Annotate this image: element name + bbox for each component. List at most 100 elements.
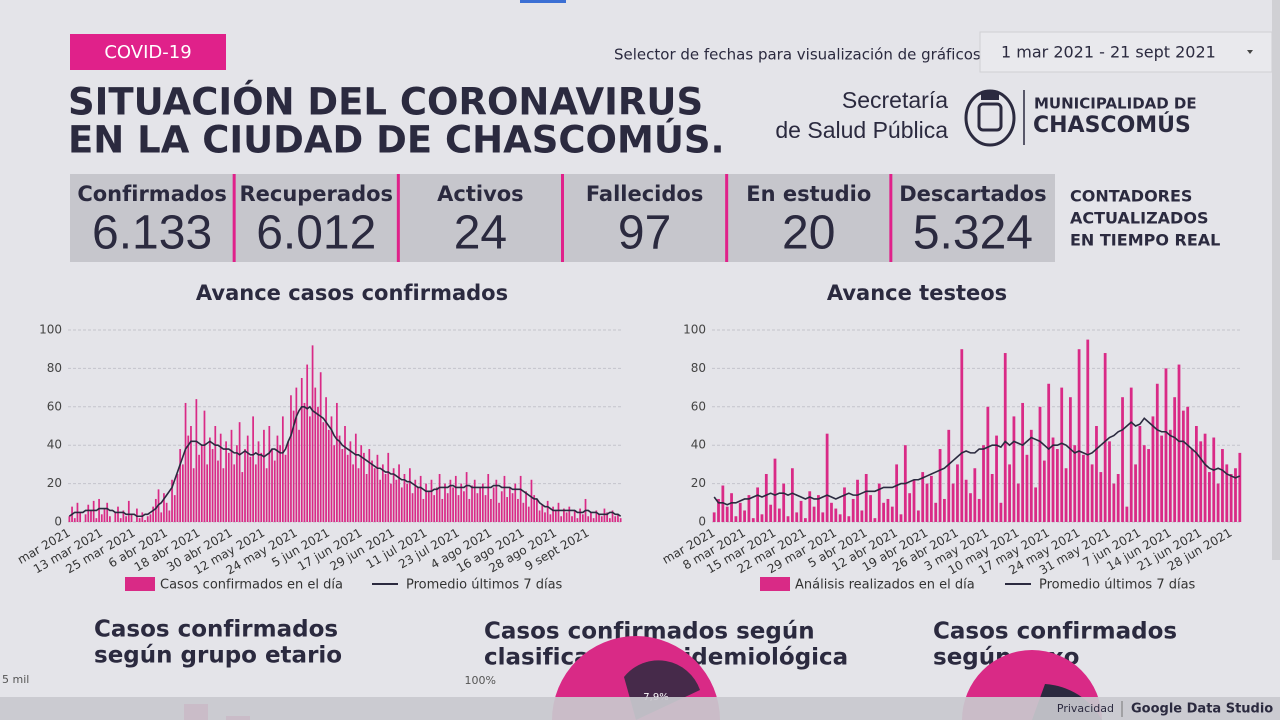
bar: [990, 474, 994, 522]
footer-brand[interactable]: Google Data Studio: [1131, 702, 1273, 717]
bar: [877, 483, 881, 522]
y-tick-label: 0: [54, 515, 62, 529]
bar: [236, 445, 238, 522]
bar: [260, 452, 263, 522]
date-range[interactable]: 1 mar 2021 - 21 sept 2021: [1001, 43, 1216, 62]
bar: [417, 487, 419, 522]
bar: [403, 474, 406, 522]
bar: [209, 437, 211, 522]
bar: [1160, 435, 1164, 522]
bar: [777, 508, 781, 522]
bar: [525, 491, 527, 522]
bar: [756, 487, 760, 522]
bar: [511, 493, 514, 522]
bar: [349, 441, 352, 522]
bar: [130, 514, 133, 522]
counter-label: Descartados: [899, 182, 1046, 206]
bar: [600, 516, 603, 522]
bar: [125, 516, 127, 522]
bar: [790, 468, 794, 522]
bar: [1199, 441, 1203, 522]
bar: [487, 474, 490, 522]
date-selector[interactable]: 1 mar 2021 - 21 sept 2021: [979, 31, 1273, 73]
logo-text: MUNICIPALIDAD DE: [1034, 95, 1197, 113]
bar: [84, 514, 87, 522]
bar: [773, 458, 777, 522]
bar: [408, 468, 411, 522]
bar: [592, 518, 595, 522]
bar: [241, 472, 244, 522]
date-box[interactable]: [979, 31, 1273, 73]
counter-label: Confirmados: [77, 182, 227, 206]
bar: [287, 441, 290, 522]
y-tick-label: 40: [47, 438, 62, 452]
bar: [956, 464, 959, 522]
bar: [427, 491, 430, 522]
bar: [322, 422, 325, 522]
bar: [425, 483, 427, 522]
bar: [187, 435, 190, 522]
bar: [519, 475, 522, 522]
counters-note: CONTADORES: [1070, 187, 1192, 206]
bar: [999, 502, 1003, 522]
footer-link[interactable]: Privacidad: [1057, 702, 1114, 715]
bar: [346, 454, 349, 522]
bar: [812, 506, 816, 522]
bar: [149, 514, 152, 522]
bar: [379, 479, 381, 522]
bar: [916, 510, 920, 522]
counter-separator: [232, 174, 236, 262]
bar: [327, 429, 330, 522]
y-tick-label: 60: [691, 399, 706, 413]
bar: [549, 514, 552, 522]
bar: [1038, 406, 1042, 522]
counters-note: ACTUALIZADOS: [1070, 209, 1208, 228]
bar: [406, 483, 409, 522]
bar: [973, 468, 977, 522]
bar: [1095, 426, 1098, 522]
dropdown-arrow[interactable]: [1247, 50, 1253, 54]
bar: [1190, 449, 1194, 522]
bar: [760, 514, 764, 522]
counter-value: 6.133: [92, 207, 212, 260]
bar: [769, 504, 773, 522]
bar: [306, 364, 309, 522]
bar: [476, 493, 479, 522]
bar: [799, 500, 803, 522]
y-tick-label: 40: [691, 438, 706, 452]
bar: [79, 512, 82, 522]
bar: [463, 491, 465, 522]
bar: [257, 441, 260, 522]
bar: [381, 464, 384, 522]
counter-separator: [561, 174, 564, 262]
bar: [1073, 445, 1077, 522]
bar: [314, 387, 317, 522]
bar: [614, 516, 617, 522]
bar: [1003, 353, 1007, 522]
y-tick-label: 60: [47, 399, 62, 413]
average-line: [713, 417, 1241, 506]
bar: [890, 506, 894, 522]
legend-label: Casos confirmados en el día: [160, 578, 343, 593]
y-tick-label: 20: [47, 476, 62, 490]
legend-label: Promedio últimos 7 días: [1039, 578, 1196, 593]
emblem: [964, 89, 1016, 147]
bar: [557, 502, 560, 522]
bar: [986, 406, 990, 522]
bar: [1116, 474, 1120, 522]
bar: [398, 464, 400, 522]
bar: [114, 512, 117, 522]
bar: [454, 475, 457, 522]
title-line: EN LA CIUDAD DE CHASCOMÚS.: [68, 118, 725, 162]
bar: [363, 452, 365, 522]
bar: [590, 512, 592, 522]
bar: [912, 479, 916, 522]
bar: [619, 518, 622, 522]
bar: [268, 426, 271, 522]
bar: [1055, 449, 1059, 522]
bar: [795, 512, 799, 522]
y-tick-label: 80: [691, 361, 706, 375]
bar: [527, 506, 530, 522]
counter-label: Activos: [437, 182, 524, 206]
